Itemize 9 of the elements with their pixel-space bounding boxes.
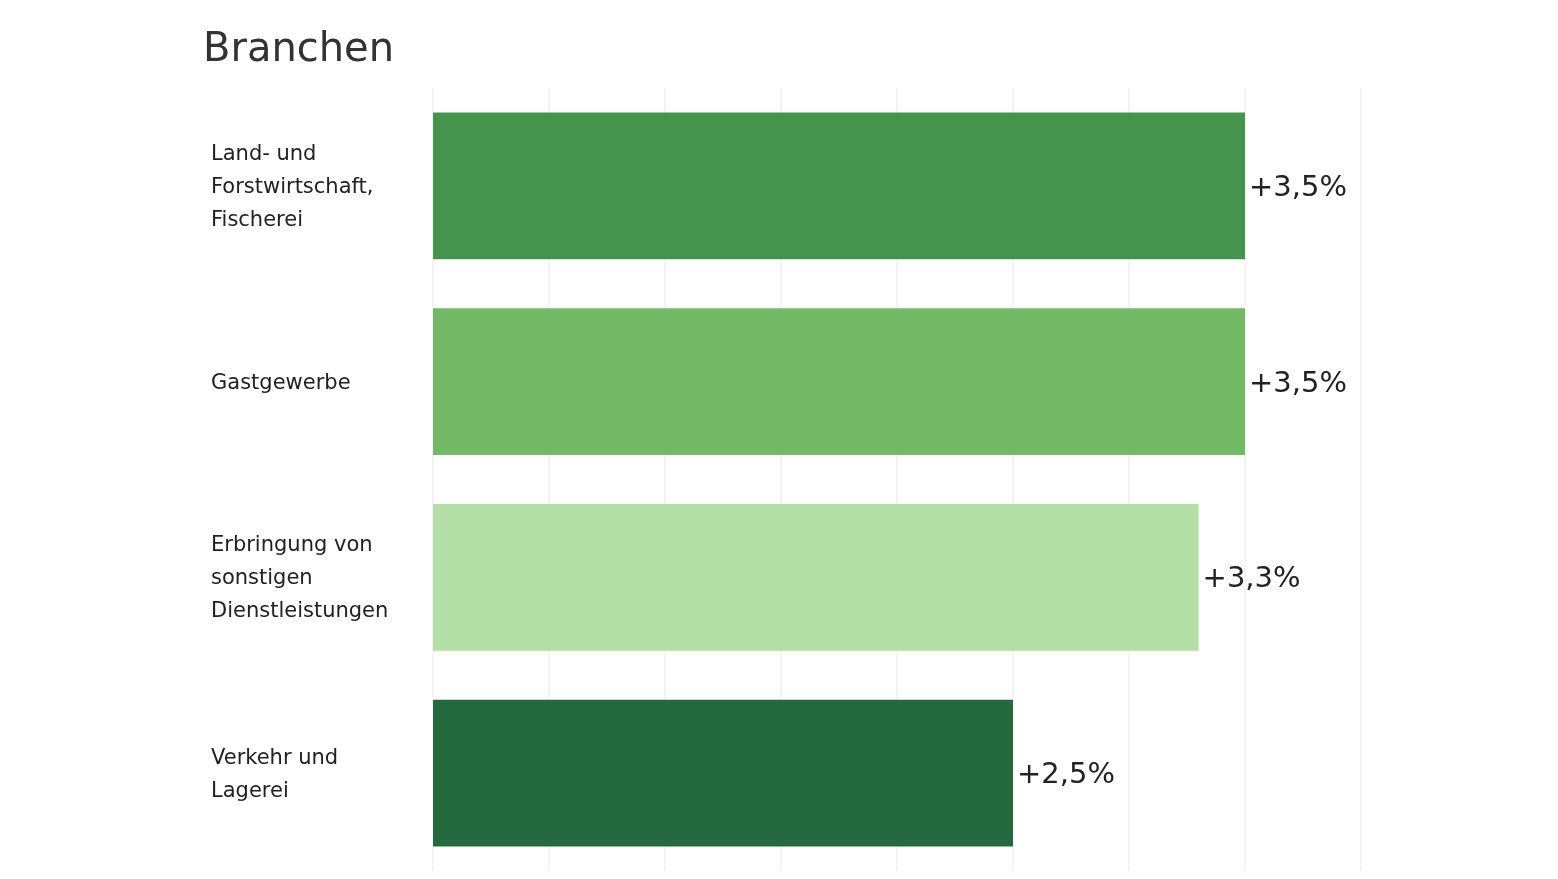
y-tick-label: Verkehr und Lagerei — [211, 744, 345, 802]
data-label: +3,5% — [1249, 168, 1347, 203]
y-tick-label: Erbringung von sonstigen Dienstleistungen — [211, 532, 389, 623]
chart-title: Branchen — [203, 24, 395, 70]
data-label: +3,3% — [1202, 560, 1301, 595]
data-label: +2,5% — [1017, 756, 1115, 791]
y-tick-label: Gastgewerbe — [211, 369, 351, 394]
data-label: +3,5% — [1249, 364, 1347, 399]
y-tick-label: Land- und Forstwirtschaft, Fischerei — [211, 140, 381, 231]
